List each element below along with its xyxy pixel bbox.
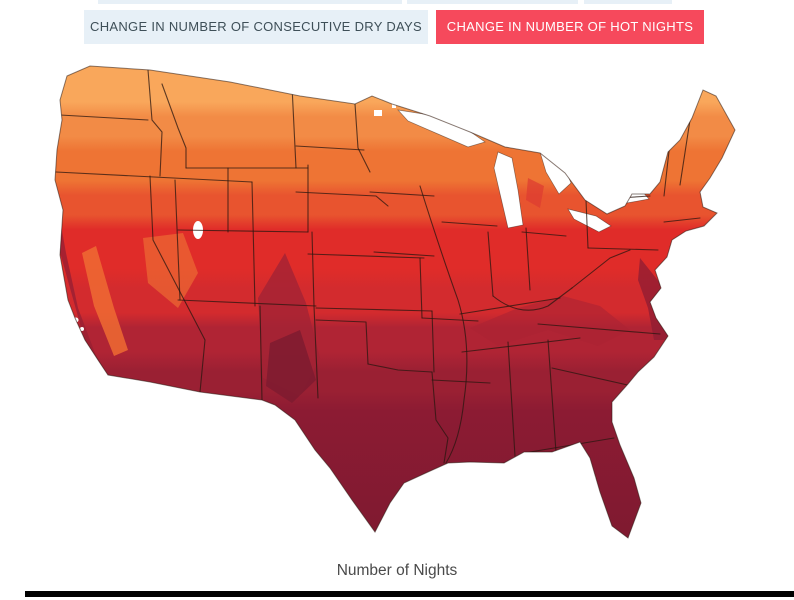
lake-michigan (493, 151, 524, 229)
partial-tab-sliver-3 (584, 0, 672, 4)
patch-appalachia-dark (470, 296, 630, 346)
us-map-fill (55, 66, 735, 538)
us-outline (54, 65, 736, 539)
state-borders (55, 69, 701, 464)
map-caption: Number of Nights (336, 562, 458, 579)
patch-michigan-red (526, 178, 544, 208)
tab-consecutive-dry-days[interactable]: CHANGE IN NUMBER OF CONSECUTIVE DRY DAYS (84, 10, 428, 44)
partial-tab-sliver-2 (407, 0, 578, 4)
patch-newmexico-maroon (266, 330, 316, 403)
patch-nevada-orange (143, 233, 198, 308)
patch-central-valley-orange (82, 246, 128, 356)
partial-tab-sliver-1 (98, 0, 402, 4)
lake-erie (567, 208, 612, 233)
great-lakes (397, 109, 650, 233)
us-choropleth-map (48, 58, 748, 548)
tab-row: CHANGE IN NUMBER OF CONSECUTIVE DRY DAYS… (0, 10, 794, 44)
tab-hot-nights[interactable]: CHANGE IN NUMBER OF HOT NIGHTS (436, 10, 704, 44)
bottom-divider (25, 591, 794, 597)
